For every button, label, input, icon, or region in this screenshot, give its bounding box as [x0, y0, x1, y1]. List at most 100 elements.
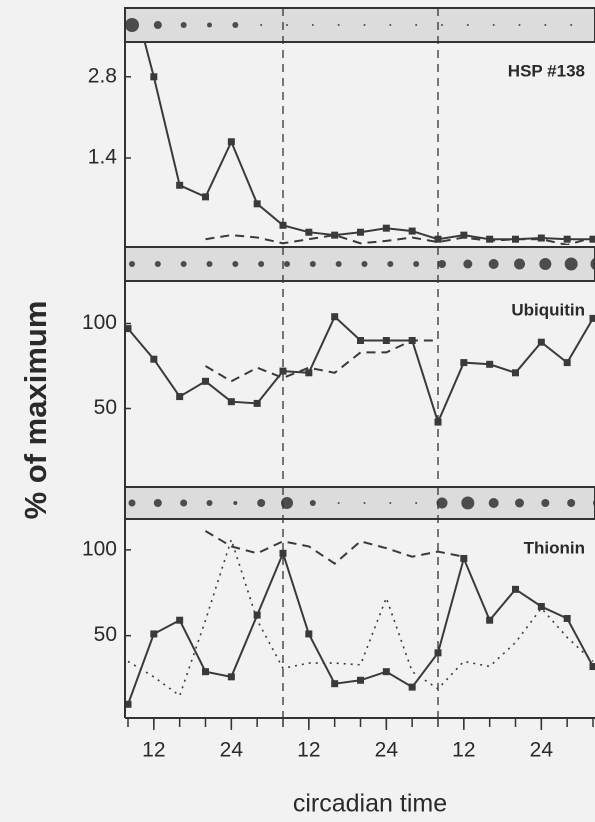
series-line: [206, 235, 594, 245]
blot-spot: [155, 261, 161, 267]
data-point: [564, 615, 571, 622]
y-tick-label: 1.4: [88, 146, 118, 169]
blot-spot: [310, 500, 316, 506]
blot-spot: [129, 500, 136, 507]
blot-spot: [493, 24, 495, 26]
blot-spot: [232, 22, 238, 28]
panel-title: Thionin: [524, 538, 585, 557]
y-tick-label: 100: [82, 537, 117, 560]
data-point: [228, 398, 235, 405]
data-point: [150, 73, 157, 80]
blot-spot: [233, 501, 237, 505]
data-point: [564, 359, 571, 366]
data-point: [280, 368, 287, 375]
data-point: [228, 138, 235, 145]
data-point: [280, 222, 287, 229]
blot-spot: [260, 24, 262, 26]
data-point: [254, 400, 261, 407]
data-point: [460, 555, 467, 562]
data-point: [202, 668, 209, 675]
data-point: [512, 369, 519, 376]
data-point: [486, 361, 493, 368]
blot-spot: [207, 261, 213, 267]
blot-spot: [489, 259, 499, 269]
blot-spot: [154, 21, 162, 29]
data-point: [357, 337, 364, 344]
data-point: [331, 680, 338, 687]
blot-spot: [565, 258, 578, 271]
x-tick-label: 24: [375, 739, 399, 762]
data-point: [590, 663, 595, 670]
blot-spot: [286, 24, 288, 26]
data-point: [409, 684, 416, 691]
blot-spot: [415, 502, 417, 504]
blot-spot: [362, 261, 368, 267]
blot-spot: [181, 22, 187, 28]
blot-spot: [570, 24, 572, 26]
panel-title: HSP #138: [508, 61, 585, 80]
data-point: [564, 236, 571, 243]
blot-spot: [129, 261, 135, 267]
blot-spot: [338, 24, 340, 26]
y-axis-label: % of maximum: [18, 301, 53, 520]
series-line: [128, 540, 593, 696]
data-point: [590, 315, 595, 322]
series-group: [206, 531, 464, 564]
data-point: [305, 369, 312, 376]
series-group: [125, 313, 595, 425]
data-point: [176, 393, 183, 400]
data-point: [305, 229, 312, 236]
data-point: [383, 668, 390, 675]
y-tick-label: 2.8: [88, 64, 117, 87]
x-tick-label: 24: [530, 739, 554, 762]
blot-spot: [338, 502, 340, 504]
data-point: [331, 313, 338, 320]
blot-spot: [389, 24, 391, 26]
data-point: [202, 193, 209, 200]
data-point: [150, 356, 157, 363]
blot-spot: [438, 260, 446, 268]
data-point: [305, 630, 312, 637]
y-tick-label: 50: [94, 396, 117, 419]
y-tick-label: 100: [82, 311, 117, 334]
data-point: [409, 228, 416, 235]
blot-spot: [514, 259, 525, 270]
blot-spot: [413, 261, 419, 267]
series-group: [206, 235, 594, 245]
blot-spot: [258, 261, 264, 267]
blot-spot: [364, 502, 366, 504]
blot-spot: [284, 261, 290, 267]
blot-spot: [364, 24, 366, 26]
x-axis-label: circadian time: [293, 790, 447, 818]
blot-spot: [544, 24, 546, 26]
chart: 1.4 2.8 HSP #138 50 100 Ubiquitin % of maximum…: [0, 0, 595, 822]
blot-spot: [154, 499, 162, 507]
blot-spot: [257, 499, 265, 507]
data-point: [435, 419, 442, 426]
data-point: [538, 603, 545, 610]
series-group: [128, 540, 593, 696]
data-point: [460, 359, 467, 366]
blot-strip: [125, 8, 595, 42]
data-point: [512, 586, 519, 593]
x-tick-label: 12: [142, 739, 165, 762]
blot-spot: [489, 498, 499, 508]
blot-spot: [125, 18, 139, 32]
x-tick-label: 24: [220, 739, 244, 762]
blot-spot: [441, 24, 443, 26]
data-point: [202, 378, 209, 385]
series-line: [128, 317, 593, 422]
page: 1.4 2.8 HSP #138 50 100 Ubiquitin % of maximum…: [0, 0, 595, 822]
data-point: [538, 339, 545, 346]
blot-spot: [519, 24, 521, 26]
data-point: [280, 550, 287, 557]
blot-spot: [387, 261, 393, 267]
blot-spot: [207, 500, 213, 506]
blot-spot: [539, 258, 551, 270]
data-point: [176, 617, 183, 624]
blot-spot: [467, 24, 469, 26]
panel-title: Ubiquitin: [511, 300, 585, 319]
blot-spot: [336, 261, 342, 267]
x-tick-label: 12: [297, 739, 320, 762]
y-tick-label: 50: [94, 623, 117, 646]
